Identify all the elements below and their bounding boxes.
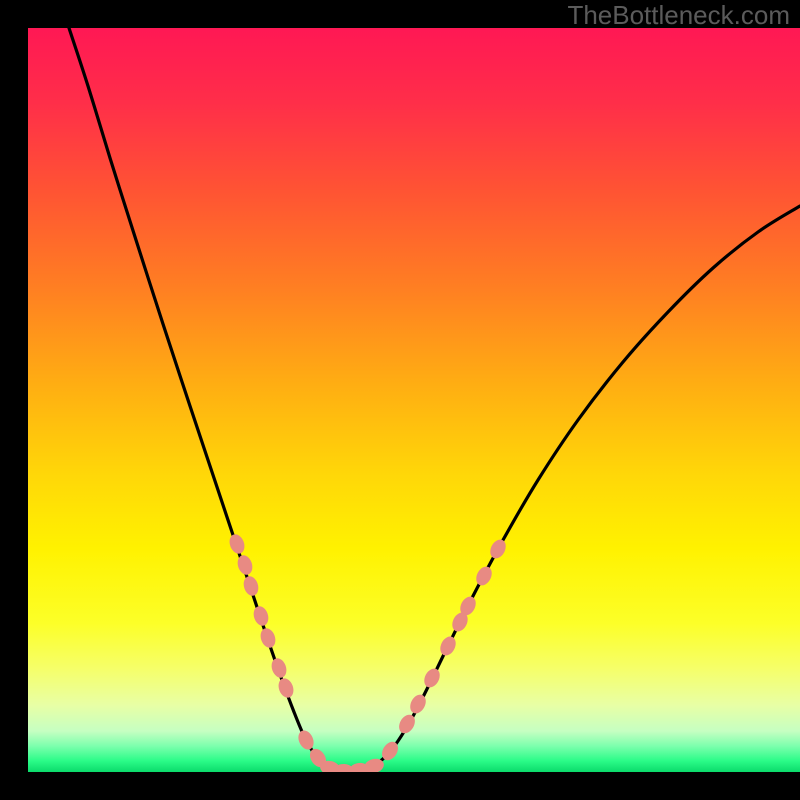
markers-left: [227, 532, 329, 770]
curve-right-branch: [344, 206, 800, 772]
curve-left-branch: [69, 28, 344, 772]
data-marker: [276, 676, 296, 700]
markers-right: [379, 537, 509, 763]
data-marker: [235, 553, 255, 576]
plot-area: [28, 28, 800, 772]
data-marker: [241, 574, 260, 597]
data-marker: [473, 564, 495, 588]
data-marker: [269, 656, 289, 680]
data-marker: [421, 666, 443, 690]
data-marker: [295, 728, 316, 752]
data-marker: [251, 604, 271, 627]
data-marker: [407, 692, 429, 716]
data-marker: [258, 626, 278, 649]
data-marker: [227, 532, 247, 556]
markers-bottom: [319, 757, 386, 772]
data-marker: [487, 537, 509, 561]
data-marker: [437, 634, 458, 658]
curve-layer: [28, 28, 800, 772]
watermark-text: TheBottleneck.com: [567, 0, 790, 31]
